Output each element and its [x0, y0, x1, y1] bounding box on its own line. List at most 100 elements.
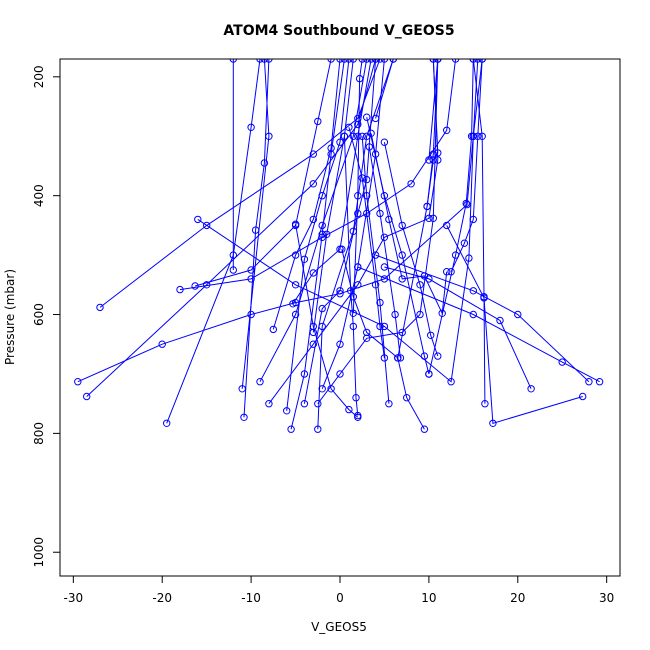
data-point: [300, 370, 309, 378]
data-point: [345, 405, 353, 414]
data-point: [481, 400, 489, 408]
data-point: [363, 334, 371, 342]
series-line: [375, 254, 590, 383]
data-point: [376, 322, 384, 331]
data-point: [443, 126, 451, 135]
data-point: [465, 254, 473, 262]
data-point: [355, 74, 364, 83]
data-point: [163, 419, 171, 427]
data-point: [407, 180, 415, 188]
y-axis: 200 400 600 800 1000: [32, 65, 60, 568]
series-line: [312, 59, 354, 333]
data-point: [318, 322, 326, 331]
data-point: [260, 159, 269, 167]
series-line: [348, 127, 385, 358]
data-point: [469, 215, 477, 224]
data-point: [371, 281, 380, 289]
series-line: [317, 59, 394, 430]
series-line: [357, 266, 600, 383]
series-line: [375, 59, 394, 119]
data-point: [323, 230, 331, 239]
series-line: [472, 59, 486, 404]
series-line: [77, 59, 483, 383]
data-point: [478, 132, 486, 141]
plot-frame: [59, 58, 621, 577]
series-line: [343, 136, 359, 416]
x-tick-label: 10: [421, 591, 436, 605]
data-point: [376, 59, 384, 63]
data-point: [451, 59, 460, 63]
data-point: [354, 411, 362, 420]
data-point: [194, 215, 202, 224]
data-point: [229, 266, 238, 274]
data-point: [309, 340, 317, 348]
data-point: [336, 287, 344, 295]
data-point: [338, 245, 346, 253]
data-point: [385, 215, 393, 224]
data-point: [478, 59, 486, 63]
data-point: [434, 352, 442, 360]
y-tick-label: 600: [32, 303, 46, 326]
data-point: [309, 215, 317, 224]
data-point: [309, 269, 317, 277]
data-point: [327, 150, 335, 158]
data-point: [363, 175, 371, 184]
data-point: [416, 281, 424, 289]
data-point: [403, 394, 411, 402]
data-point: [469, 287, 477, 295]
data-point: [349, 132, 357, 141]
data-point: [398, 251, 406, 259]
data-point: [256, 59, 264, 63]
data-point: [96, 303, 104, 312]
y-tick-label: 200: [32, 65, 46, 88]
data-point: [327, 59, 335, 63]
data-point: [309, 328, 317, 337]
data-point: [425, 370, 433, 378]
data-point: [349, 309, 357, 317]
data-point: [425, 214, 433, 223]
data-point: [425, 275, 433, 283]
data-point: [291, 220, 300, 228]
data-point: [314, 117, 322, 126]
data-point: [158, 340, 166, 348]
data-point: [429, 150, 437, 158]
series-line: [295, 224, 359, 418]
data-point: [363, 59, 371, 63]
data-point: [376, 209, 384, 218]
series-line: [450, 59, 483, 272]
data-point: [265, 59, 273, 63]
series-line: [86, 59, 377, 397]
data-point: [176, 285, 184, 294]
data-point: [345, 59, 353, 63]
data-point: [318, 221, 326, 230]
y-tick-label: 400: [32, 184, 46, 207]
data-point: [363, 192, 371, 200]
x-tick-label: -10: [241, 591, 261, 605]
series-line: [286, 59, 350, 411]
data-point: [340, 59, 349, 63]
series-line: [241, 59, 270, 389]
data-point: [460, 239, 469, 247]
data-point: [474, 59, 482, 63]
x-axis: -30 -20 -10 0 10 20 30: [64, 576, 614, 605]
data-point: [423, 202, 431, 211]
data-point: [291, 251, 300, 259]
data-point: [371, 251, 380, 259]
y-tick-label: 1000: [32, 537, 46, 568]
data-point: [283, 407, 291, 415]
data-point: [514, 310, 522, 319]
data-point: [287, 425, 295, 433]
data-point: [391, 310, 399, 319]
data-point: [336, 370, 344, 378]
data-point: [420, 352, 429, 360]
y-tick-label: 800: [32, 422, 46, 445]
x-tick-label: -20: [152, 591, 172, 605]
data-point: [269, 325, 277, 334]
data-point: [462, 199, 470, 208]
series-line: [268, 59, 439, 404]
data-point: [318, 304, 326, 313]
data-point: [489, 419, 497, 427]
chart-title: ATOM4 Southbound V_GEOS5: [223, 23, 454, 39]
data-point: [247, 123, 255, 132]
